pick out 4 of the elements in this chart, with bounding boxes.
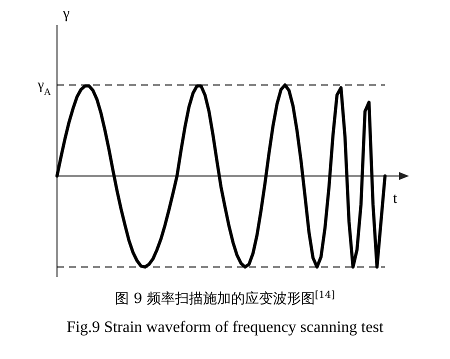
xlabel: t [393, 191, 398, 207]
subtitle: Fig.9 Strain waveform of frequency scanning test [66, 319, 384, 336]
title: 图 9 频率扫描施加的应变波形图$^{[14]}$ [115, 290, 335, 307]
ylabel: γ [63, 6, 70, 22]
